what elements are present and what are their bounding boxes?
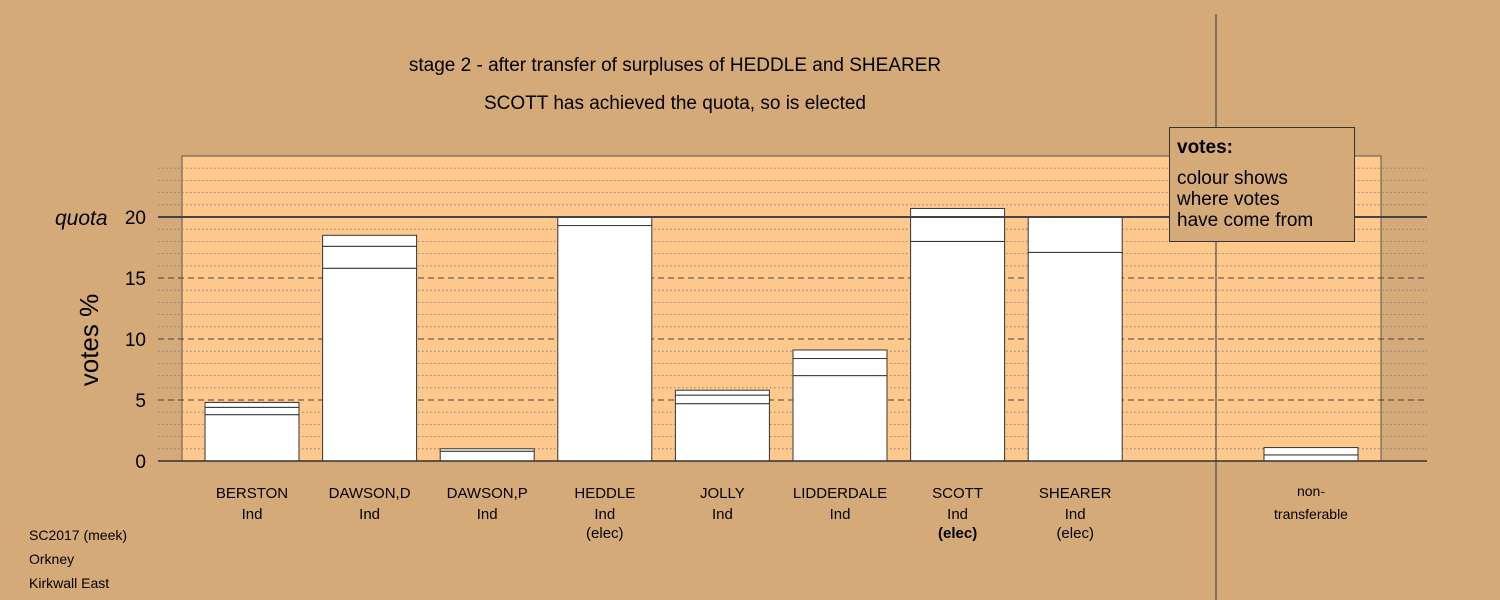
bar-segment	[322, 234, 418, 247]
legend-box: votes: colour shows where votes have com…	[1169, 127, 1355, 242]
legend-line: have come from	[1177, 210, 1314, 231]
bar-segment	[1027, 216, 1123, 253]
nontransferable-label: transferable	[1274, 506, 1348, 522]
legend-line: where votes	[1177, 189, 1280, 210]
bar-segment	[557, 225, 653, 462]
bar-segment	[792, 349, 888, 360]
y-tick-label: 10	[125, 330, 146, 351]
y-tick-label: 15	[125, 269, 146, 290]
bar-segment	[439, 448, 535, 452]
bar-segment	[792, 358, 888, 377]
candidate-status-label: (elec)	[938, 525, 977, 542]
candidate-name-label: DAWSON,P	[447, 485, 528, 502]
bar-segment	[674, 389, 770, 396]
bar-segment	[557, 216, 653, 227]
bar-segment	[322, 245, 418, 269]
candidate-name-label: SCOTT	[932, 485, 983, 502]
quota-label: quota	[55, 207, 108, 230]
legend-line: colour shows	[1177, 168, 1288, 189]
bar-segment-nontransferable	[1263, 454, 1359, 462]
info-ward: Kirkwall East	[29, 575, 110, 591]
candidate-name-label: SHEARER	[1039, 485, 1112, 502]
candidate-name-label: BERSTON	[216, 485, 288, 502]
candidate-status-label: (elec)	[1056, 525, 1094, 542]
candidate-party-label: Ind	[1065, 506, 1086, 523]
candidate-party-label: Ind	[242, 506, 263, 523]
chart-title: stage 2 - after transfer of surpluses of…	[408, 55, 942, 76]
candidate-status-label: (elec)	[586, 525, 624, 542]
bar-segment-nontransferable	[1263, 447, 1359, 456]
info-council: Orkney	[29, 551, 75, 567]
bar-segment	[792, 375, 888, 462]
y-axis-label: votes %	[74, 294, 104, 387]
y-tick-label: 5	[135, 391, 146, 412]
bar-segment	[674, 403, 770, 462]
info-system: SC2017 (meek)	[29, 527, 128, 543]
candidate-name-label: DAWSON,D	[329, 485, 411, 502]
bar-segment	[204, 406, 300, 416]
y-tick-label: 20	[125, 208, 146, 229]
bar-segment	[439, 450, 535, 462]
candidate-name-label: JOLLY	[700, 485, 745, 502]
bar-segment	[910, 216, 1006, 242]
candidate-name-label: HEDDLE	[574, 485, 635, 502]
candidate-name-label: LIDDERDALE	[793, 485, 887, 502]
bar-segment	[1027, 251, 1123, 462]
nontransferable-label: non-	[1297, 483, 1325, 499]
bar-segment	[910, 240, 1006, 462]
bar-segment	[204, 401, 300, 408]
legend-body: colour shows where votes have come from	[1177, 168, 1347, 231]
candidate-party-label: Ind	[359, 506, 380, 523]
legend-title: votes:	[1177, 137, 1233, 158]
candidate-party-label: Ind	[594, 506, 615, 523]
chart-subtitle: SCOTT has achieved the quota, so is elec…	[484, 93, 866, 114]
bar-segment	[910, 207, 1006, 218]
candidate-party-label: Ind	[477, 506, 498, 523]
y-tick-label: 0	[135, 452, 146, 473]
bar-segment	[204, 414, 300, 462]
candidate-party-label: Ind	[830, 506, 851, 523]
candidate-party-label: Ind	[712, 506, 733, 523]
bar-segment	[674, 394, 770, 405]
bar-segment	[322, 267, 418, 462]
candidate-party-label: Ind	[947, 506, 968, 523]
